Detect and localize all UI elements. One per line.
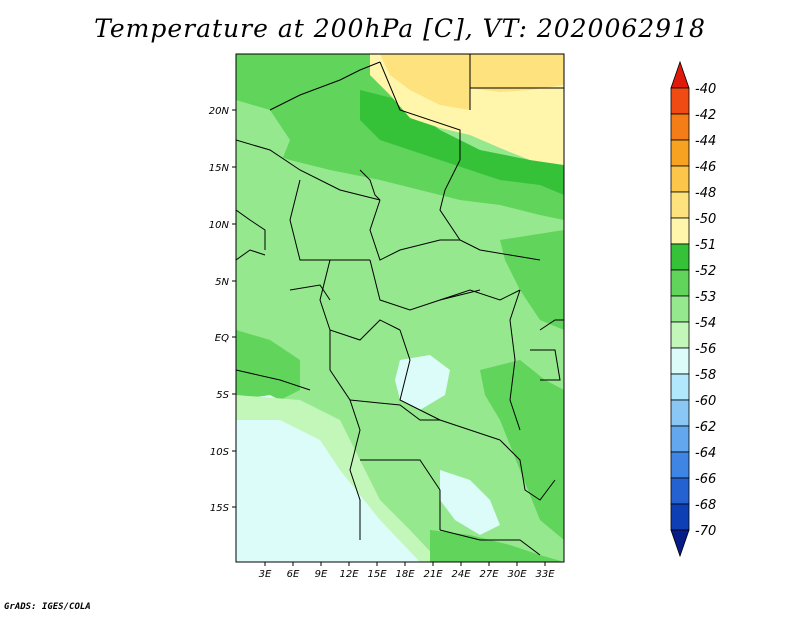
country-borders [236,54,564,556]
lon-label: 24E [451,569,471,580]
region-green-light-west [236,100,290,170]
border-line [289,284,331,301]
lon-label: 21E [423,569,443,580]
axis-ticks [232,109,546,566]
border-line [369,199,460,261]
border-line [349,399,440,421]
lat-label: 5N [215,277,229,288]
lat-label: EQ [215,333,229,344]
border-line [369,259,481,311]
region-yellow-mid-east [470,54,564,92]
region-green-mid-southeast [480,360,564,540]
region-green-mid-south [430,530,564,562]
border-line [236,249,266,261]
lat-label: 15N [209,163,230,174]
border-line [236,369,311,391]
border-line [236,139,381,201]
lat-label: 20N [209,106,230,117]
border-line [399,329,501,441]
map-fill-regions [236,54,564,562]
border-line [509,289,521,431]
border-line [319,259,401,341]
lon-label: 12E [339,569,359,580]
lat-label: 10N [209,220,230,231]
border-line [236,209,266,250]
region-green-mid-east [500,230,564,330]
lon-label: 27E [479,569,499,580]
lon-label: 3E [259,569,272,580]
border-line [360,459,441,530]
lon-label: 9E [315,569,328,580]
grads-credit: GrADS: IGES/COLA [4,602,91,612]
lat-label: 5S [216,390,229,401]
lon-label: 30E [507,569,527,580]
region-cyan-pale-south [440,470,500,535]
border-line [289,179,370,261]
region-green-pale-southwest [236,395,440,562]
map-title: Temperature at 200hPa [C], VT: 202006291… [94,14,706,43]
border-line [439,529,541,556]
border-line [329,330,361,540]
region-cyan-pale-central [395,355,450,410]
lon-label: 18E [395,569,415,580]
lon-label: 15E [367,569,387,580]
lon-label: 6E [287,569,300,580]
border-line [499,439,556,501]
border-line [359,169,381,201]
region-green-mid-west [236,330,300,410]
border-line [439,289,521,301]
lat-label: 15S [210,503,230,514]
border-line [379,61,461,160]
region-yellow-mid [380,54,470,110]
lon-label: 33E [535,569,555,580]
lat-label: 10S [210,447,230,458]
map-frame [235,53,565,563]
border-line [539,319,564,331]
border-line [269,61,381,111]
border-line [530,349,561,381]
